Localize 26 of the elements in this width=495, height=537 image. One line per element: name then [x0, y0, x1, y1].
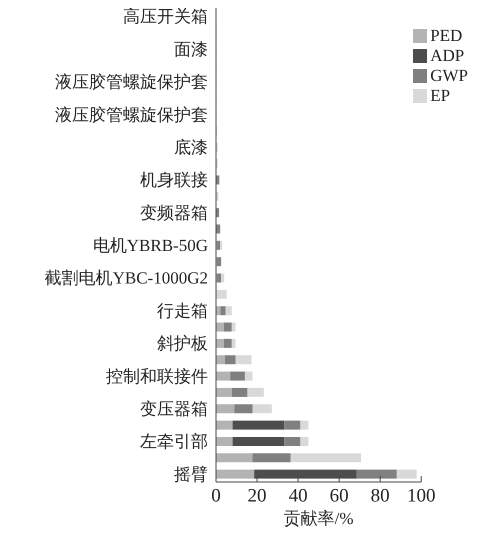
legend-label: ADP: [430, 46, 464, 66]
legend-label: PED: [430, 26, 462, 46]
legend-label: EP: [430, 86, 450, 106]
x-tick-label: 40: [288, 485, 308, 506]
y-tick-label: 电机YBRB-50G: [92, 236, 208, 256]
y-tick-label: 高压开关箱: [123, 7, 208, 26]
x-axis-title: 贡献率/%: [284, 509, 354, 528]
y-tick-label: 液压胶管螺旋保护套: [55, 105, 208, 124]
y-tick-label: 变压器箱: [140, 399, 208, 418]
y-tick-label: 液压胶管螺旋保护套: [55, 72, 208, 92]
y-tick-label: 面漆: [174, 40, 208, 59]
y-tick-label: 变频器箱: [140, 203, 208, 222]
x-tick-label: 0: [211, 485, 221, 506]
y-tick-label: 控制和联接件: [106, 366, 208, 386]
legend-label: GWP: [430, 66, 468, 86]
y-tick-label: 摇臂: [174, 464, 208, 484]
y-tick-label: 机身联接: [140, 170, 208, 190]
y-tick-label: 左牵引部: [140, 432, 208, 452]
y-tick-label: 斜护板: [157, 334, 208, 354]
x-tick-label: 20: [248, 485, 267, 506]
x-tick-label: 60: [330, 485, 349, 506]
y-tick-label: 行走箱: [157, 301, 208, 320]
y-tick-label: 截割电机YBC-1000G2: [44, 268, 208, 288]
y-tick-label: 底漆: [174, 138, 208, 157]
x-tick-label: 80: [370, 485, 390, 506]
x-tick-label: 100: [406, 485, 436, 506]
